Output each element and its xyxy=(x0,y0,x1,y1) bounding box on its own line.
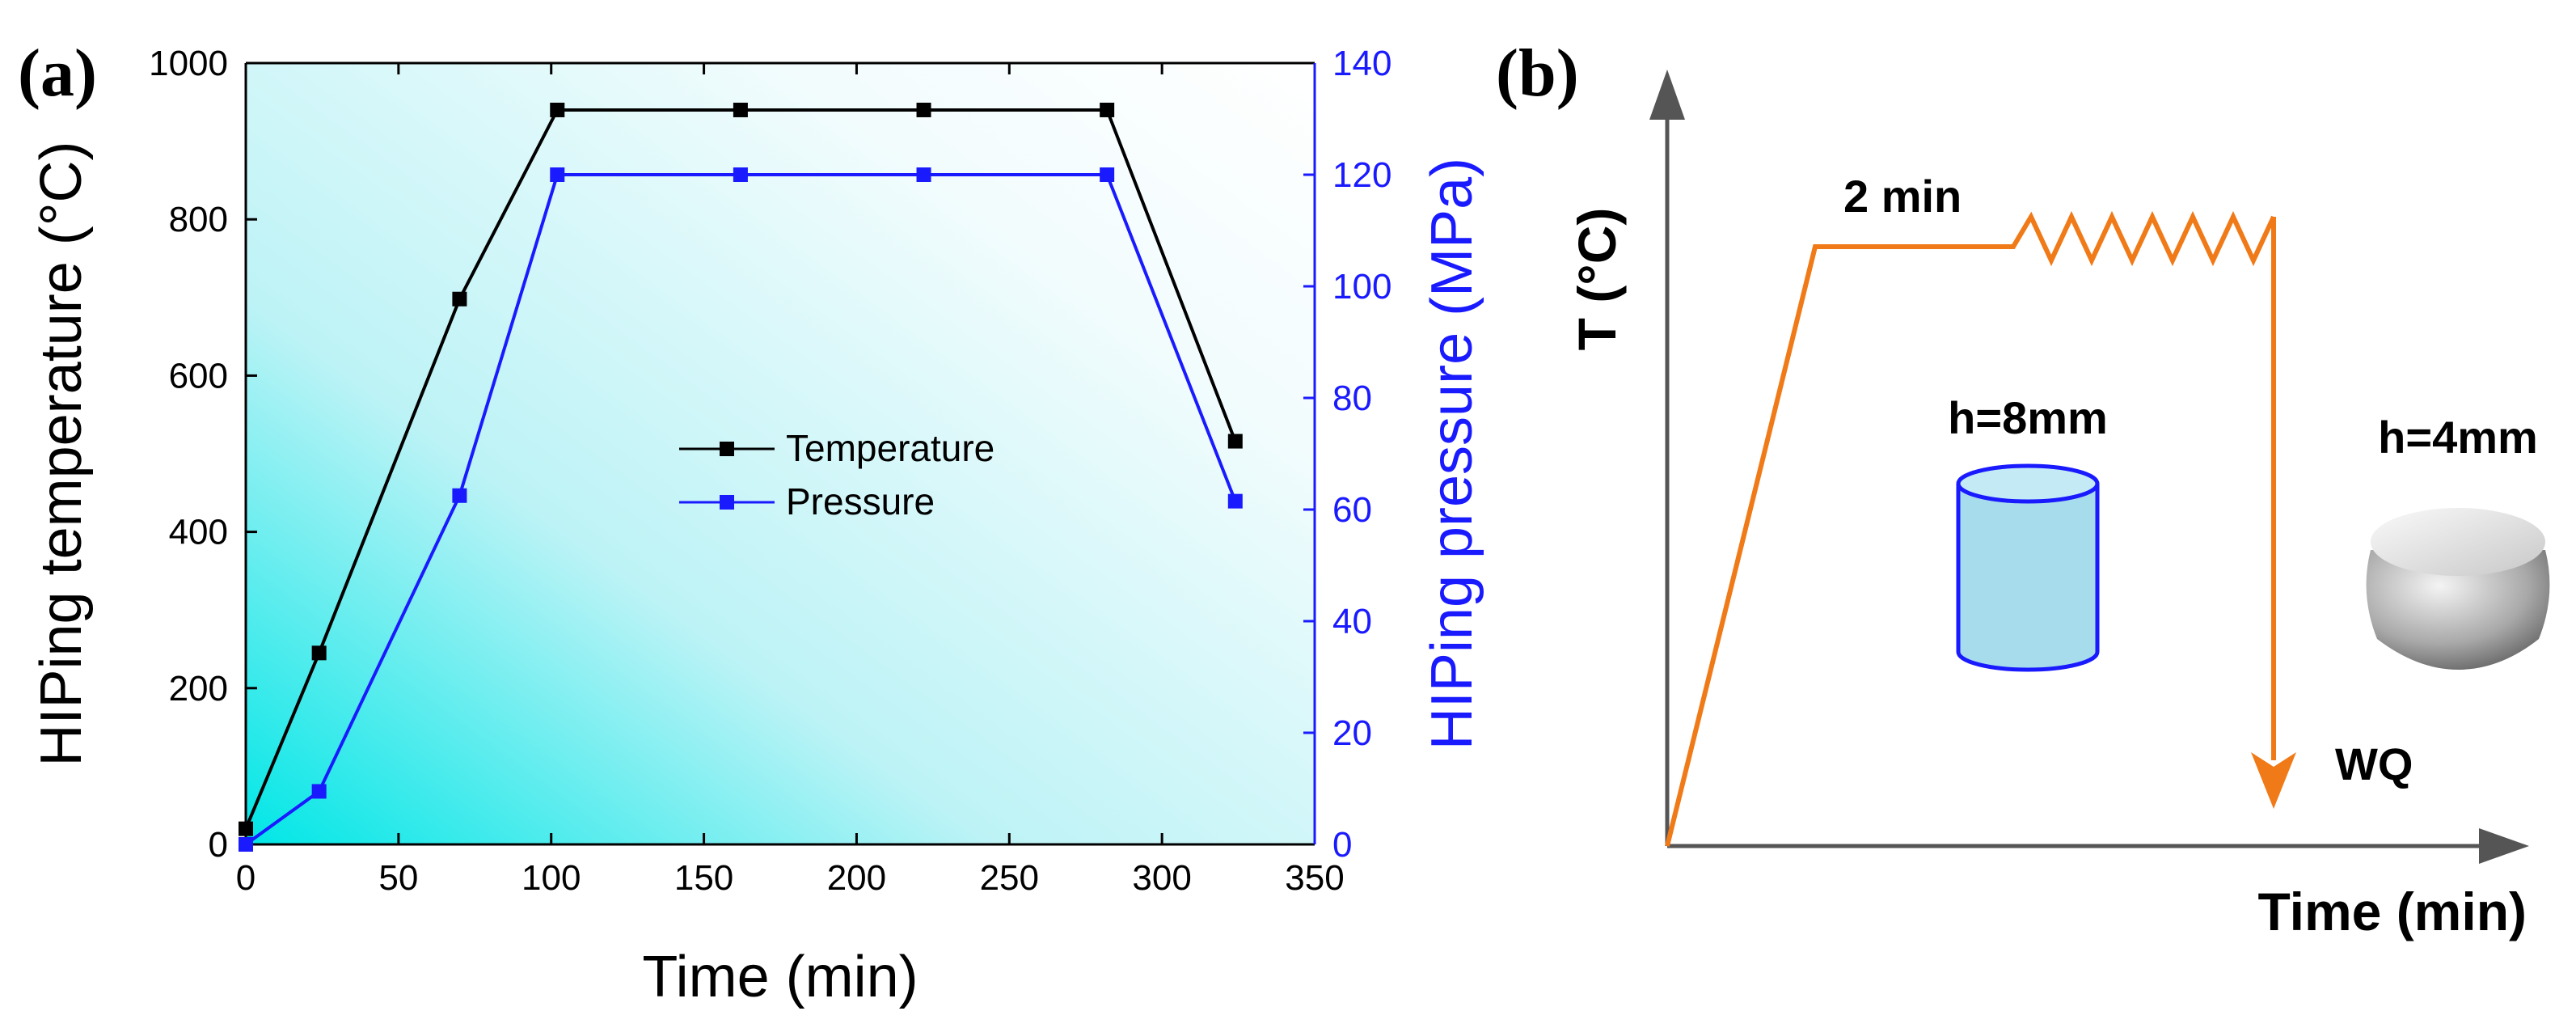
series-temperature-point xyxy=(1227,434,1243,449)
diagram-x-axis-title: Time (min) xyxy=(2258,882,2527,941)
diagram-x-axis-arrowhead xyxy=(2479,828,2529,864)
quench-arrowhead xyxy=(2251,752,2296,809)
series-pressure-line xyxy=(244,173,1237,846)
chart-a-ticks: 0 50 100 150 200 250 300 3500200400600800100002… xyxy=(149,44,1391,898)
x-tick-label: 50 xyxy=(378,858,418,898)
legend-temperature-label: Temperature xyxy=(786,427,995,469)
quench-label: WQ xyxy=(2335,738,2413,789)
y2-axis-title: HIPing pressure (MPa) xyxy=(1420,158,1484,750)
x-tick-label: 250 xyxy=(980,858,1039,898)
y2-tick-label: 60 xyxy=(1332,490,1372,530)
sample-before-label: h=8mm xyxy=(1948,392,2108,443)
series-pressure-point xyxy=(1227,493,1243,509)
legend-pressure-label: Pressure xyxy=(786,480,935,522)
sample-after-label: h=4mm xyxy=(2378,412,2538,463)
x-axis-title: Time (min) xyxy=(642,945,918,1009)
diagram-y-axis-title: T (°C) xyxy=(1567,208,1627,351)
cylinder-sample-icon xyxy=(1956,463,2100,672)
y2-tick-label: 140 xyxy=(1332,44,1391,83)
series-temperature-line xyxy=(244,108,1237,830)
hold-time-label: 2 min xyxy=(1843,171,1962,222)
y-tick-label: 400 xyxy=(169,513,228,552)
y-tick-label: 0 xyxy=(209,825,228,865)
chart-a-series xyxy=(239,102,1243,852)
series-pressure-point xyxy=(452,488,467,503)
series-temperature-point xyxy=(550,102,565,117)
series-pressure-point xyxy=(733,167,748,182)
x-tick-label: 0 xyxy=(236,858,255,898)
y-axis-title: HIPing temperature (°C) xyxy=(29,141,94,766)
series-temperature-point xyxy=(311,645,327,661)
series-pressure-point xyxy=(239,837,253,852)
series-pressure-point xyxy=(916,167,931,182)
y2-tick-label: 80 xyxy=(1332,379,1372,418)
diagram-y-axis-arrowhead xyxy=(1649,70,1685,120)
plot-area-background xyxy=(246,63,1315,844)
series-temperature-point xyxy=(733,102,748,117)
compressed-disk-sample-icon xyxy=(2366,508,2550,670)
legend-pressure-marker xyxy=(720,495,734,510)
y2-tick-label: 0 xyxy=(1332,825,1352,865)
y2-tick-label: 40 xyxy=(1332,602,1372,641)
panel-a-label: (a) xyxy=(18,36,97,111)
x-tick-label: 150 xyxy=(674,858,733,898)
x-tick-label: 100 xyxy=(522,858,581,898)
legend-temperature-marker xyxy=(720,442,734,456)
y2-tick-label: 20 xyxy=(1332,713,1372,753)
series-temperature-point xyxy=(452,291,467,307)
y-tick-label: 600 xyxy=(169,356,228,396)
y2-tick-label: 100 xyxy=(1332,267,1391,307)
heating-profile-line xyxy=(1665,210,2276,847)
series-temperature-point xyxy=(916,102,931,117)
y-tick-label: 800 xyxy=(169,200,228,239)
series-temperature-point xyxy=(1100,102,1115,117)
diagram-b: 2 min WQ h=8mm h=4mm Time (min) T (°C) xyxy=(1567,70,2550,941)
series-pressure-point xyxy=(311,784,327,799)
series-temperature-point xyxy=(239,821,253,836)
x-tick-label: 350 xyxy=(1285,858,1344,898)
chart-a: 0 50 100 150 200 250 300 3500200400600800100002… xyxy=(29,44,1484,1009)
panel-b-label: (b) xyxy=(1496,36,1579,111)
x-tick-label: 200 xyxy=(827,858,886,898)
y2-tick-label: 120 xyxy=(1332,155,1391,195)
series-pressure-point xyxy=(1100,167,1115,182)
x-tick-label: 300 xyxy=(1132,858,1191,898)
y-tick-label: 200 xyxy=(169,669,228,709)
legend: Temperature Pressure xyxy=(679,427,995,522)
series-pressure-point xyxy=(550,167,565,182)
y-tick-label: 1000 xyxy=(149,44,228,83)
